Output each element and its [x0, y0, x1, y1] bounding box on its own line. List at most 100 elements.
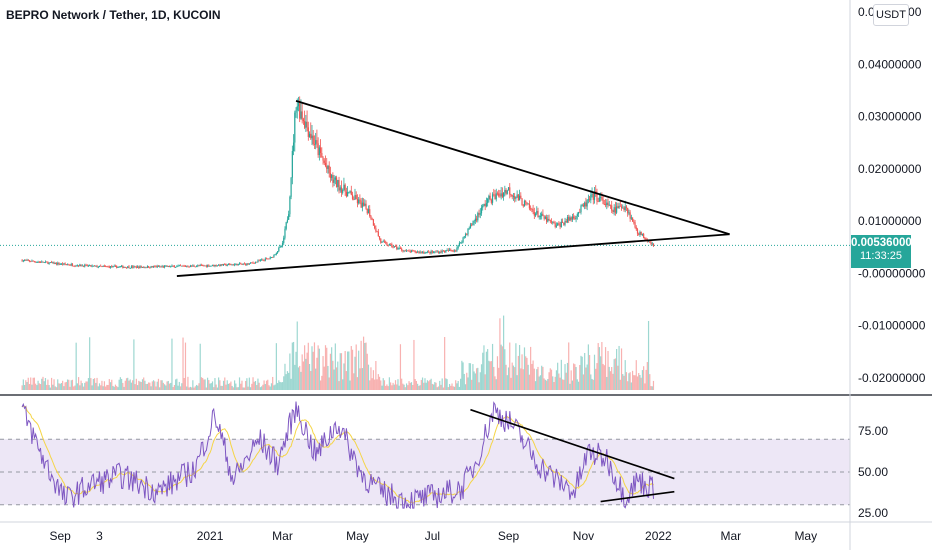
candle-body: [283, 237, 285, 244]
candle-body: [291, 150, 293, 178]
volume-bar: [378, 376, 381, 390]
volume-bar: [299, 365, 301, 390]
candle-body: [639, 231, 641, 235]
candle-body: [496, 193, 499, 195]
candle-body: [232, 264, 234, 266]
volume-bar: [337, 361, 339, 390]
candle-body: [505, 190, 507, 194]
candle-body: [54, 263, 56, 265]
volume-bar: [600, 356, 602, 390]
volume-bar: [533, 368, 535, 390]
candle-body: [557, 223, 559, 226]
volume-bar: [602, 363, 604, 390]
volume-bar: [446, 379, 448, 390]
candle-body: [636, 229, 639, 234]
volume-bar: [380, 380, 382, 390]
candle-body: [542, 213, 544, 216]
candle-body: [559, 224, 561, 228]
candle-body: [249, 262, 252, 264]
volume-bar: [574, 364, 576, 390]
volume-bar: [100, 385, 102, 390]
candle-body: [553, 221, 555, 224]
volume-bar: [477, 367, 479, 390]
candle-body: [319, 147, 322, 153]
trendline-upper: [295, 100, 730, 236]
candle-body: [533, 212, 535, 216]
candle-body: [350, 191, 352, 195]
volume-bar: [187, 376, 189, 390]
candle-body: [261, 259, 263, 261]
volume-bar: [415, 381, 418, 390]
volume-bar: [166, 381, 168, 390]
volume-bar: [215, 384, 217, 390]
volume-bar: [616, 349, 618, 390]
volume-bar: [161, 380, 163, 390]
volume-bar: [285, 374, 287, 390]
volume-bar: [263, 380, 265, 390]
volume-bar: [119, 377, 121, 390]
candle-body: [510, 194, 512, 196]
volume-bar: [396, 384, 398, 390]
candle-body: [162, 266, 164, 268]
volume-bar: [480, 364, 483, 390]
volume-bar: [522, 369, 524, 390]
candle-body: [328, 165, 330, 174]
volume-bar: [398, 385, 400, 390]
candle-body: [585, 202, 587, 207]
volume-bar: [402, 383, 404, 390]
candle-body: [66, 264, 69, 266]
volume-bar: [489, 361, 491, 390]
currency-button[interactable]: USDT: [873, 4, 909, 26]
candle-body: [348, 191, 350, 193]
candle-body: [235, 263, 237, 265]
candle-body: [247, 263, 249, 265]
candle-body: [96, 265, 98, 268]
volume-bar: [237, 387, 239, 390]
candle-body: [555, 225, 558, 227]
volume-bar: [644, 383, 646, 390]
volume-bar: [52, 384, 54, 390]
candle-body: [430, 251, 432, 254]
candle-body: [547, 218, 549, 222]
time-axis-label: Nov: [573, 529, 594, 543]
candle-body: [290, 177, 292, 197]
candle-body: [178, 265, 180, 267]
volume-bar: [408, 381, 410, 390]
candle-body: [22, 260, 24, 262]
volume-bar: [179, 386, 182, 390]
candle-body: [263, 260, 265, 261]
volume-bar: [576, 379, 578, 390]
volume-bar: [611, 367, 613, 390]
last-price-value: 0.00536000: [851, 237, 912, 249]
volume-bar: [329, 353, 332, 390]
volume-bar: [539, 375, 542, 390]
candle-body: [300, 111, 302, 119]
volume-bar: [601, 342, 603, 390]
candle-body: [30, 261, 32, 263]
volume-bar: [458, 386, 460, 390]
candle-body: [407, 250, 409, 252]
candle-body: [63, 263, 65, 265]
candle-body: [275, 252, 277, 255]
candle-body: [265, 258, 268, 260]
volume-bar: [302, 361, 304, 390]
candle-body: [69, 265, 71, 266]
volume-bar: [79, 385, 81, 390]
volume-bar: [335, 367, 338, 390]
candle-body: [222, 264, 225, 266]
volume-bar: [429, 379, 431, 390]
volume-bar: [256, 385, 258, 390]
candle-body: [539, 216, 542, 217]
candle-body: [199, 265, 201, 266]
candle-body: [409, 251, 411, 253]
candle-body: [181, 265, 183, 267]
candle-body: [168, 265, 171, 268]
candle-body: [324, 162, 327, 167]
volume-bar: [420, 379, 422, 390]
volume-bar: [301, 354, 303, 390]
candle-body: [132, 266, 134, 268]
volume-bar: [300, 371, 302, 390]
volume-bar: [47, 379, 49, 390]
volume-bar: [264, 384, 266, 390]
